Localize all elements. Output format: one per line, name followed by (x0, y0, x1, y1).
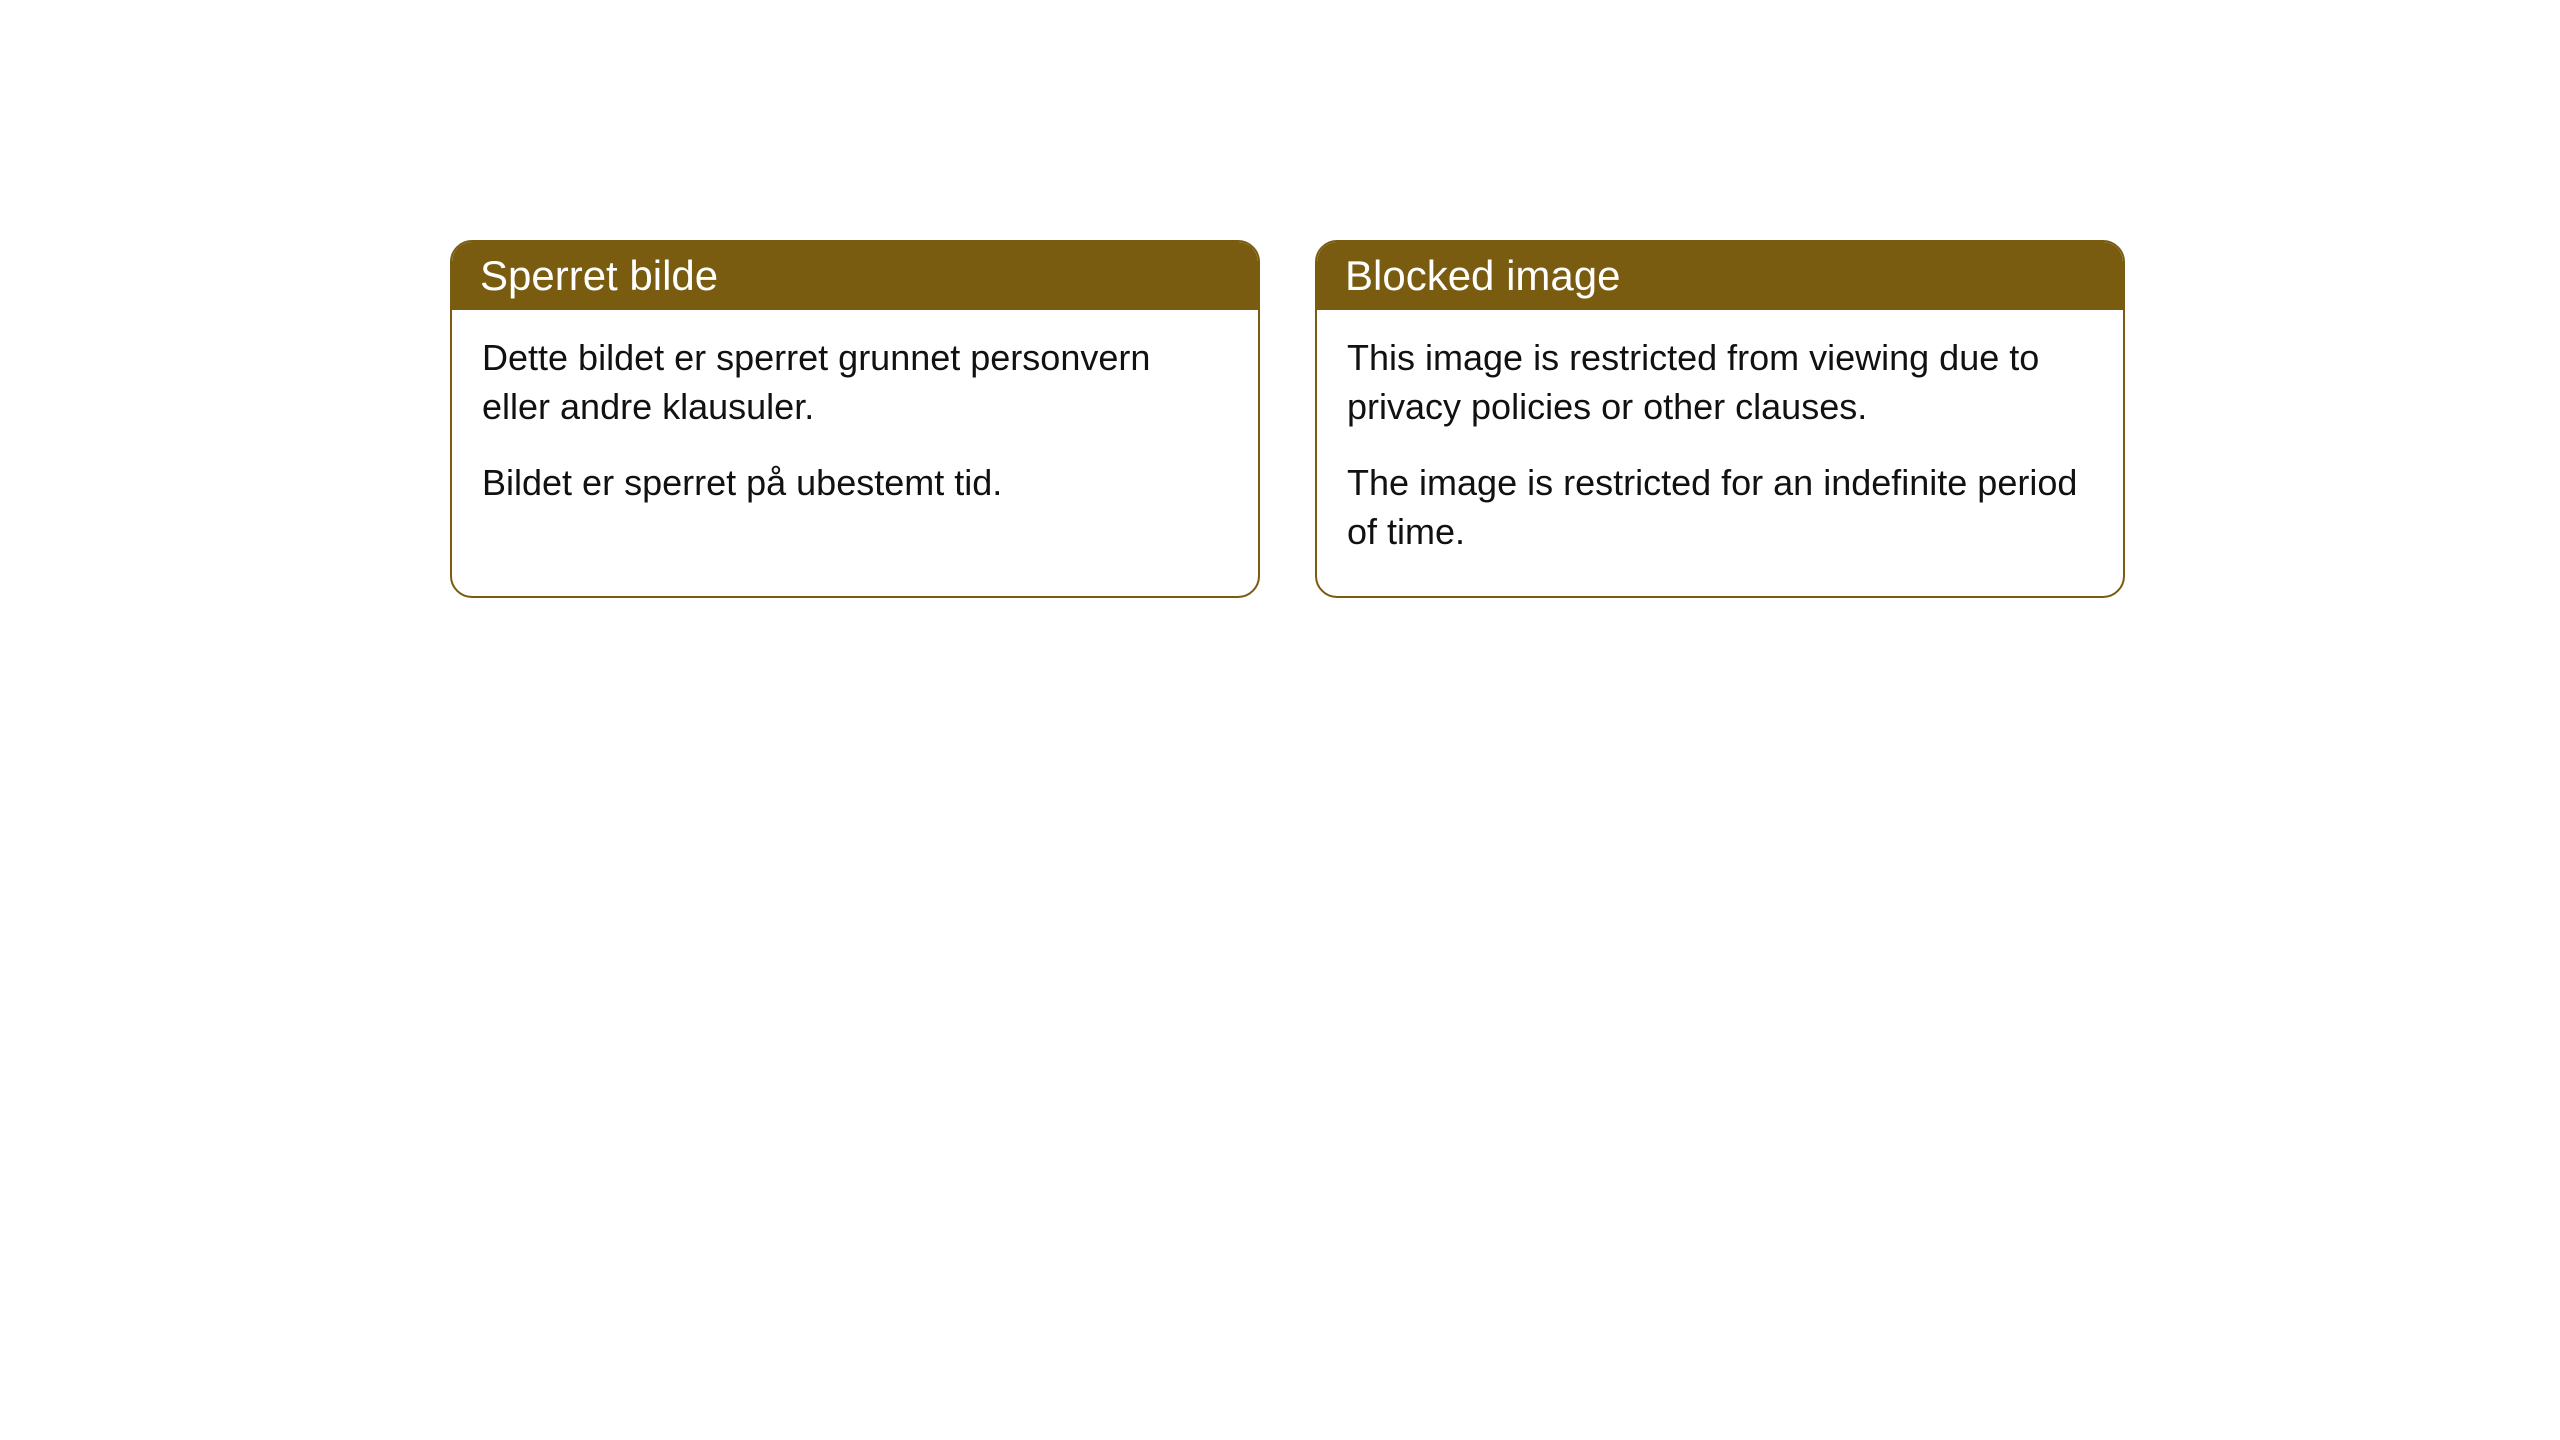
card-title-norwegian: Sperret bilde (480, 252, 718, 299)
blocked-image-card-norwegian: Sperret bilde Dette bildet er sperret gr… (450, 240, 1260, 598)
card-paragraph-1-norwegian: Dette bildet er sperret grunnet personve… (482, 334, 1228, 431)
card-header-norwegian: Sperret bilde (452, 242, 1258, 310)
blocked-image-card-english: Blocked image This image is restricted f… (1315, 240, 2125, 598)
card-title-english: Blocked image (1345, 252, 1620, 299)
card-paragraph-2-norwegian: Bildet er sperret på ubestemt tid. (482, 459, 1228, 508)
card-paragraph-2-english: The image is restricted for an indefinit… (1347, 459, 2093, 556)
card-body-norwegian: Dette bildet er sperret grunnet personve… (452, 310, 1258, 548)
card-body-english: This image is restricted from viewing du… (1317, 310, 2123, 596)
notification-cards-container: Sperret bilde Dette bildet er sperret gr… (450, 240, 2125, 598)
card-paragraph-1-english: This image is restricted from viewing du… (1347, 334, 2093, 431)
card-header-english: Blocked image (1317, 242, 2123, 310)
